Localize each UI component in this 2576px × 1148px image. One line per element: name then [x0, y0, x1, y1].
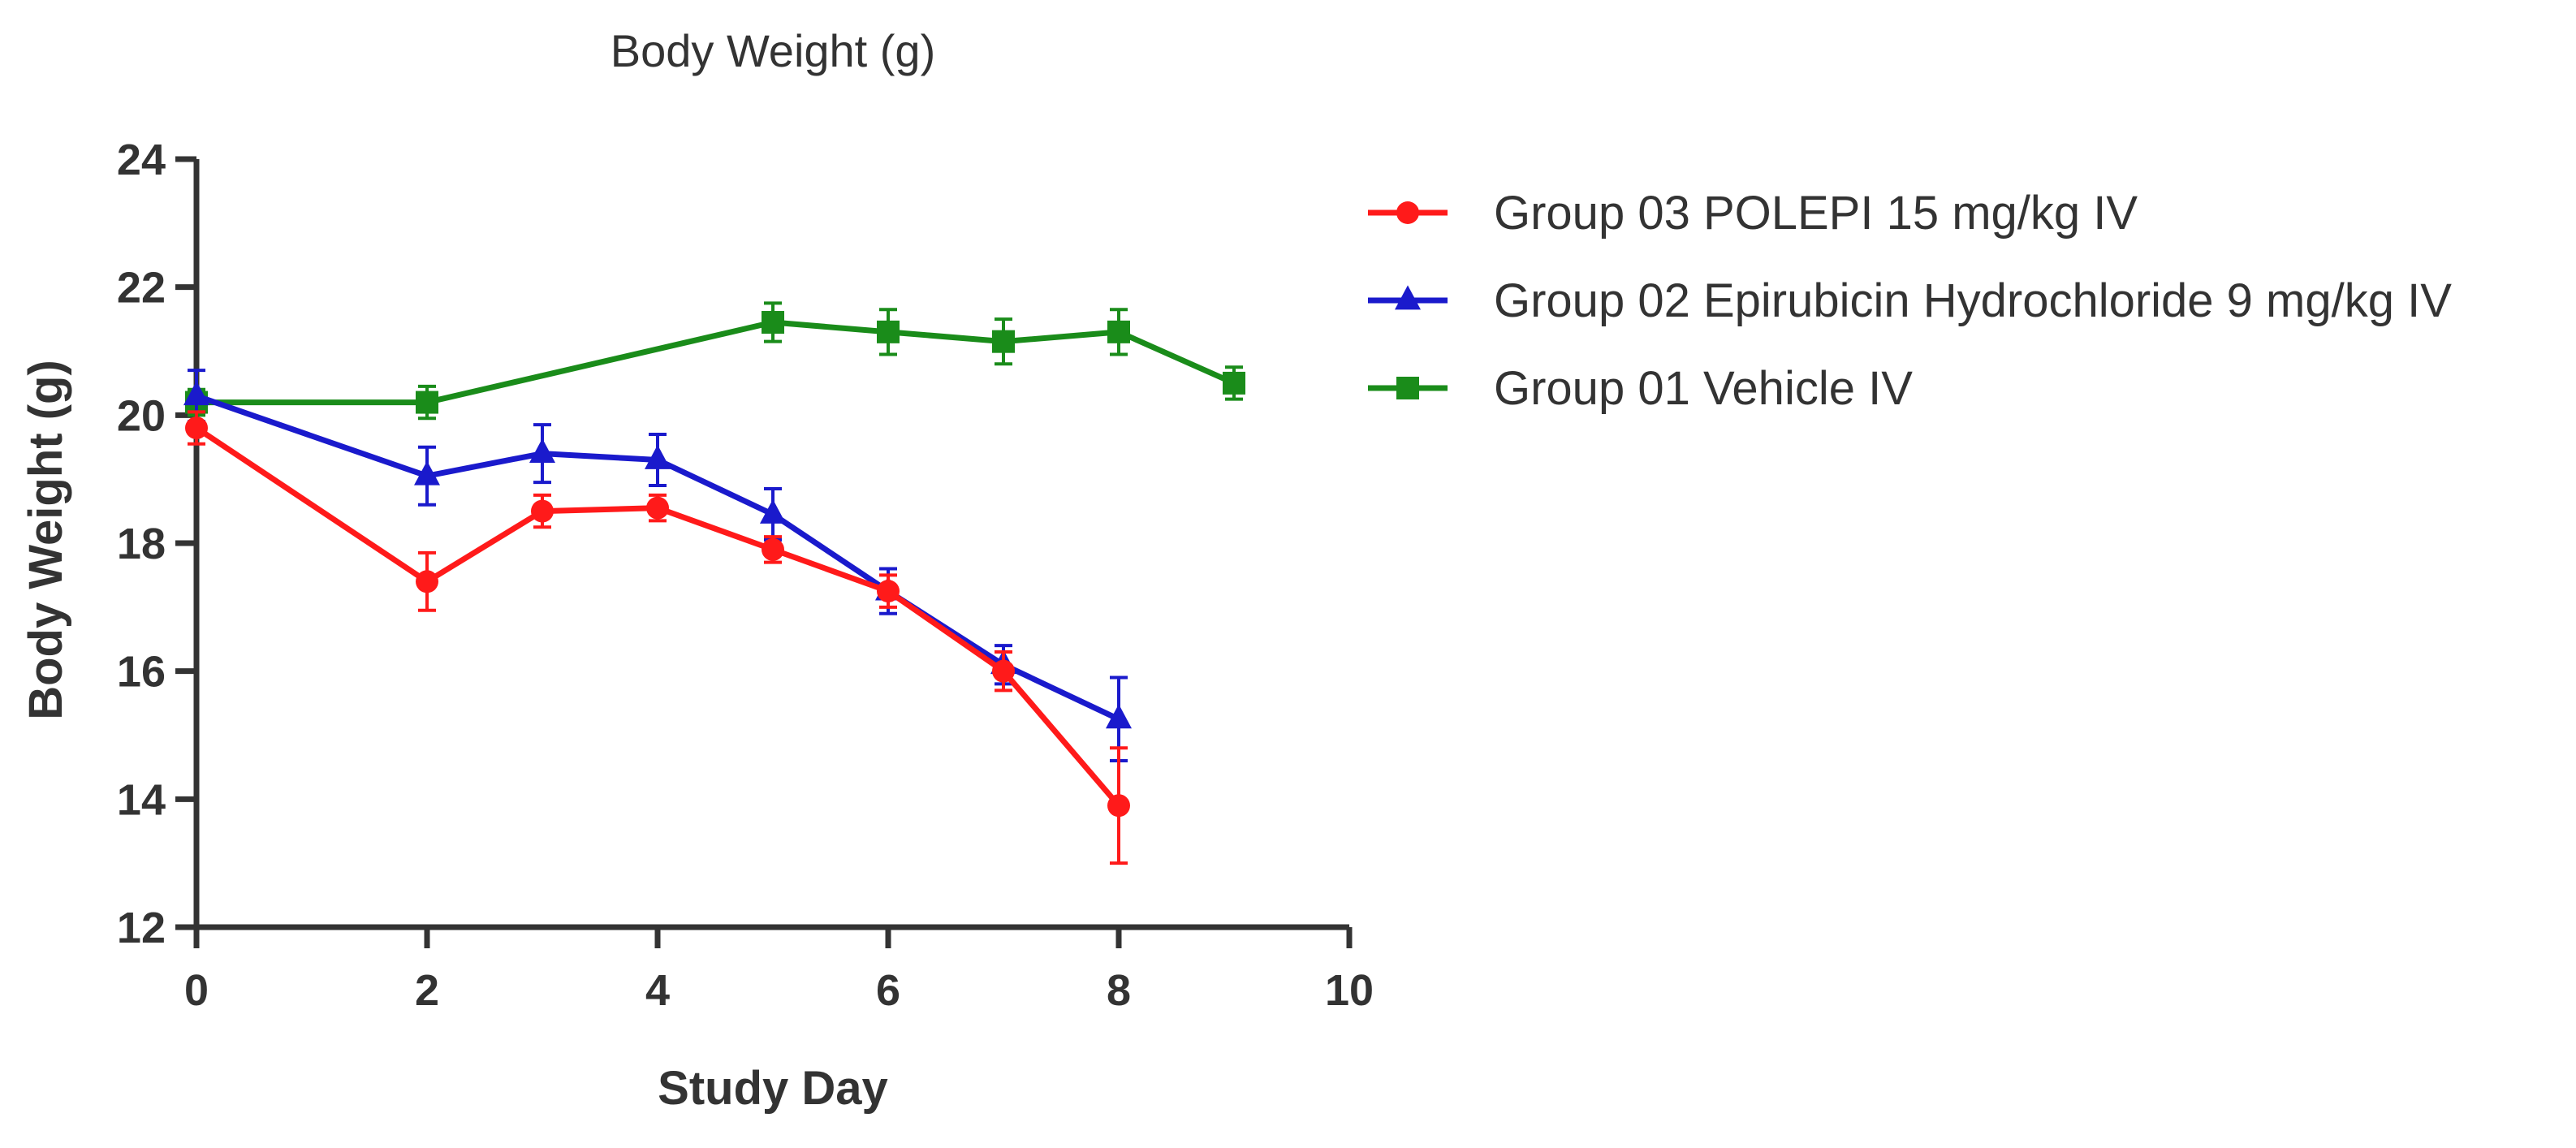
- plot-area: [183, 301, 1245, 865]
- legend-item-2: Group 02 Epirubicin Hydrochloride 9 mg/k…: [1368, 274, 2452, 327]
- data-point: [762, 311, 784, 334]
- data-point: [877, 320, 900, 343]
- chart-title: Body Weight (g): [611, 25, 935, 76]
- data-point: [529, 438, 555, 464]
- x-axis-label: Study Day: [658, 1062, 888, 1115]
- data-point: [645, 444, 671, 469]
- data-point: [183, 381, 209, 406]
- data-point: [760, 498, 786, 524]
- series-1: [185, 410, 1130, 865]
- y-tick-label: 24: [117, 136, 166, 184]
- data-point: [531, 499, 554, 523]
- series-3: [185, 301, 1245, 421]
- data-point: [185, 416, 208, 440]
- series-line: [195, 425, 1121, 808]
- data-point: [1223, 371, 1245, 395]
- data-point: [992, 659, 1015, 683]
- legend: Group 03 POLEPI 15 mg/kg IV Group 02 Epir…: [1368, 187, 2452, 415]
- y-tick-label: 16: [117, 648, 166, 697]
- y-tick-label: 14: [117, 775, 166, 824]
- data-point: [1106, 704, 1132, 729]
- data-point: [414, 460, 440, 486]
- legend-marker: [1395, 285, 1421, 310]
- legend-label: Group 03 POLEPI 15 mg/kg IV: [1494, 187, 2138, 240]
- legend-label: Group 01 Vehicle IV: [1494, 362, 1913, 415]
- data-point: [1107, 794, 1130, 818]
- x-tick-label: 10: [1325, 966, 1374, 1015]
- data-point: [416, 391, 438, 414]
- y-axis-label: Body Weight (g): [19, 360, 72, 720]
- data-point: [646, 496, 669, 520]
- data-point: [992, 330, 1015, 353]
- legend-label: Group 02 Epirubicin Hydrochloride 9 mg/k…: [1494, 274, 2452, 327]
- legend-item-3: Group 01 Vehicle IV: [1368, 362, 1913, 415]
- x-tick-label: 4: [645, 966, 670, 1015]
- series-line: [196, 319, 1236, 406]
- legend-item-1: Group 03 POLEPI 15 mg/kg IV: [1368, 187, 2138, 240]
- legend-marker: [1396, 377, 1419, 399]
- data-point: [762, 537, 784, 561]
- data-point: [1107, 320, 1130, 343]
- y-tick-label: 18: [117, 520, 166, 568]
- series-2: [183, 369, 1132, 763]
- y-tick-label: 20: [117, 391, 166, 440]
- y-tick-label: 12: [117, 904, 166, 952]
- x-tick-label: 6: [876, 966, 900, 1015]
- series-line: [195, 393, 1120, 722]
- x-tick-label: 2: [415, 966, 439, 1015]
- legend-marker: [1396, 201, 1419, 224]
- x-tick-label: 8: [1107, 966, 1131, 1015]
- y-tick-label: 22: [117, 264, 166, 313]
- data-point: [416, 570, 438, 593]
- x-tick-label: 0: [184, 966, 209, 1015]
- data-point: [877, 580, 900, 603]
